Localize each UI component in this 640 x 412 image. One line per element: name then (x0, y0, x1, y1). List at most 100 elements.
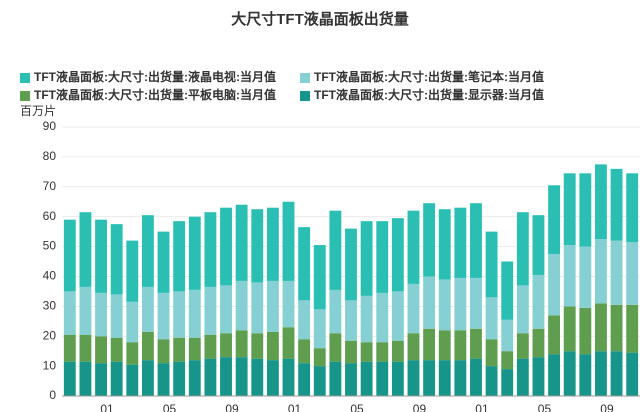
bar-segment (501, 261, 514, 320)
bar-segment (282, 358, 295, 396)
bar-segment (391, 340, 404, 362)
bar-segment (563, 173, 576, 246)
bar-segment (298, 363, 311, 396)
bar-segment (579, 307, 592, 355)
bar-segment (610, 304, 623, 352)
bar-segment (407, 360, 420, 396)
bar-segment (63, 334, 76, 362)
bar-segment (95, 219, 107, 293)
bar-segment (407, 210, 420, 284)
bar-segment (188, 216, 201, 290)
bar-segment (79, 334, 92, 362)
bar-segment (438, 279, 451, 331)
y-tick-label: 0 (49, 388, 56, 402)
bar-segment (266, 280, 279, 332)
bar-segment (485, 366, 498, 396)
bar-segment (298, 339, 311, 364)
bar-segment (345, 340, 357, 364)
bar-segment (548, 185, 561, 255)
bar-segment (126, 342, 139, 365)
bar-segment (141, 331, 154, 361)
bar-segment (548, 354, 561, 396)
bar-segment (626, 173, 639, 243)
bar-segment (516, 285, 529, 334)
y-tick-label: 90 (43, 119, 57, 133)
bar-segment (235, 357, 248, 396)
bar-segment (595, 164, 607, 240)
bar-segment (345, 228, 357, 301)
bar-segment (438, 209, 451, 280)
bar-segment (188, 289, 201, 338)
x-tick-label: 01 (100, 402, 114, 412)
legend-label: TFT液晶面板:大尺寸:出货量:平板电脑:当月值 (34, 87, 276, 102)
bar-segment (485, 231, 498, 298)
bar-segment (345, 363, 357, 396)
x-tick-label: 09 (225, 402, 239, 412)
bar-segment (391, 291, 404, 341)
bar-segment (220, 333, 232, 358)
bar-segment (516, 333, 529, 359)
x-tick-label: 09 (413, 402, 427, 412)
bar-segment (298, 227, 311, 301)
bar-segment (407, 283, 420, 334)
bar-segment (360, 221, 373, 296)
bar-segment (79, 286, 92, 335)
bar-segment (454, 330, 467, 361)
bar-segment (313, 309, 326, 349)
bar-segment (235, 330, 248, 358)
bar-segment (563, 245, 576, 307)
bar-segment (110, 337, 123, 362)
bar-segment (220, 357, 232, 396)
bar-segment (516, 212, 529, 286)
bar-segment (157, 363, 170, 396)
bar-segment (141, 360, 154, 396)
bar-segment (610, 240, 623, 305)
bar-segment (501, 319, 514, 352)
bar-segment (360, 295, 373, 343)
bar-segment (235, 280, 248, 331)
bar-segment (251, 358, 264, 396)
bar-segment (204, 334, 217, 359)
bar-segment (470, 328, 482, 359)
bar-segment (313, 245, 326, 310)
bar-segment (188, 360, 201, 396)
bar-segment (407, 333, 420, 361)
y-tick-label: 80 (43, 149, 57, 163)
bar-segment (63, 291, 76, 335)
bar-segment (595, 303, 607, 352)
y-tick-label: 40 (43, 269, 57, 283)
bar-segment (532, 274, 545, 329)
bar-segment (626, 304, 639, 353)
bar-segment (438, 330, 451, 361)
bar-segment (266, 360, 279, 396)
bar-segment (126, 301, 139, 343)
bar-segment (173, 361, 186, 396)
bar-segment (360, 342, 373, 362)
bar-segment (188, 337, 201, 361)
bar-segment (282, 201, 295, 281)
y-tick-label: 10 (43, 358, 57, 372)
bar-segment (376, 221, 389, 293)
bar-segment (595, 239, 607, 304)
bar-segment (235, 204, 248, 281)
x-tick-label: 05 (350, 402, 364, 412)
bar-segment (376, 292, 389, 343)
y-tick-label: 30 (43, 299, 57, 313)
y-tick-label: 60 (43, 209, 57, 223)
bar-segment (63, 361, 76, 396)
bar-segment (501, 351, 514, 370)
bar-segment (610, 168, 623, 241)
bar-segment (251, 282, 264, 334)
bar-segment (251, 333, 264, 359)
bar-segment (376, 361, 389, 396)
bar-segment (454, 360, 467, 396)
y-tick-label: 50 (43, 239, 57, 253)
bar-segment (516, 358, 529, 396)
legend-swatch (20, 91, 30, 101)
bar-segment (220, 207, 232, 286)
bar-segment (548, 315, 561, 355)
x-tick-label: 01 (475, 402, 489, 412)
chart-title: 大尺寸TFT液晶面板出货量 (231, 10, 409, 28)
y-axis-label: 百万片 (20, 104, 56, 118)
bar-segment (110, 294, 123, 338)
